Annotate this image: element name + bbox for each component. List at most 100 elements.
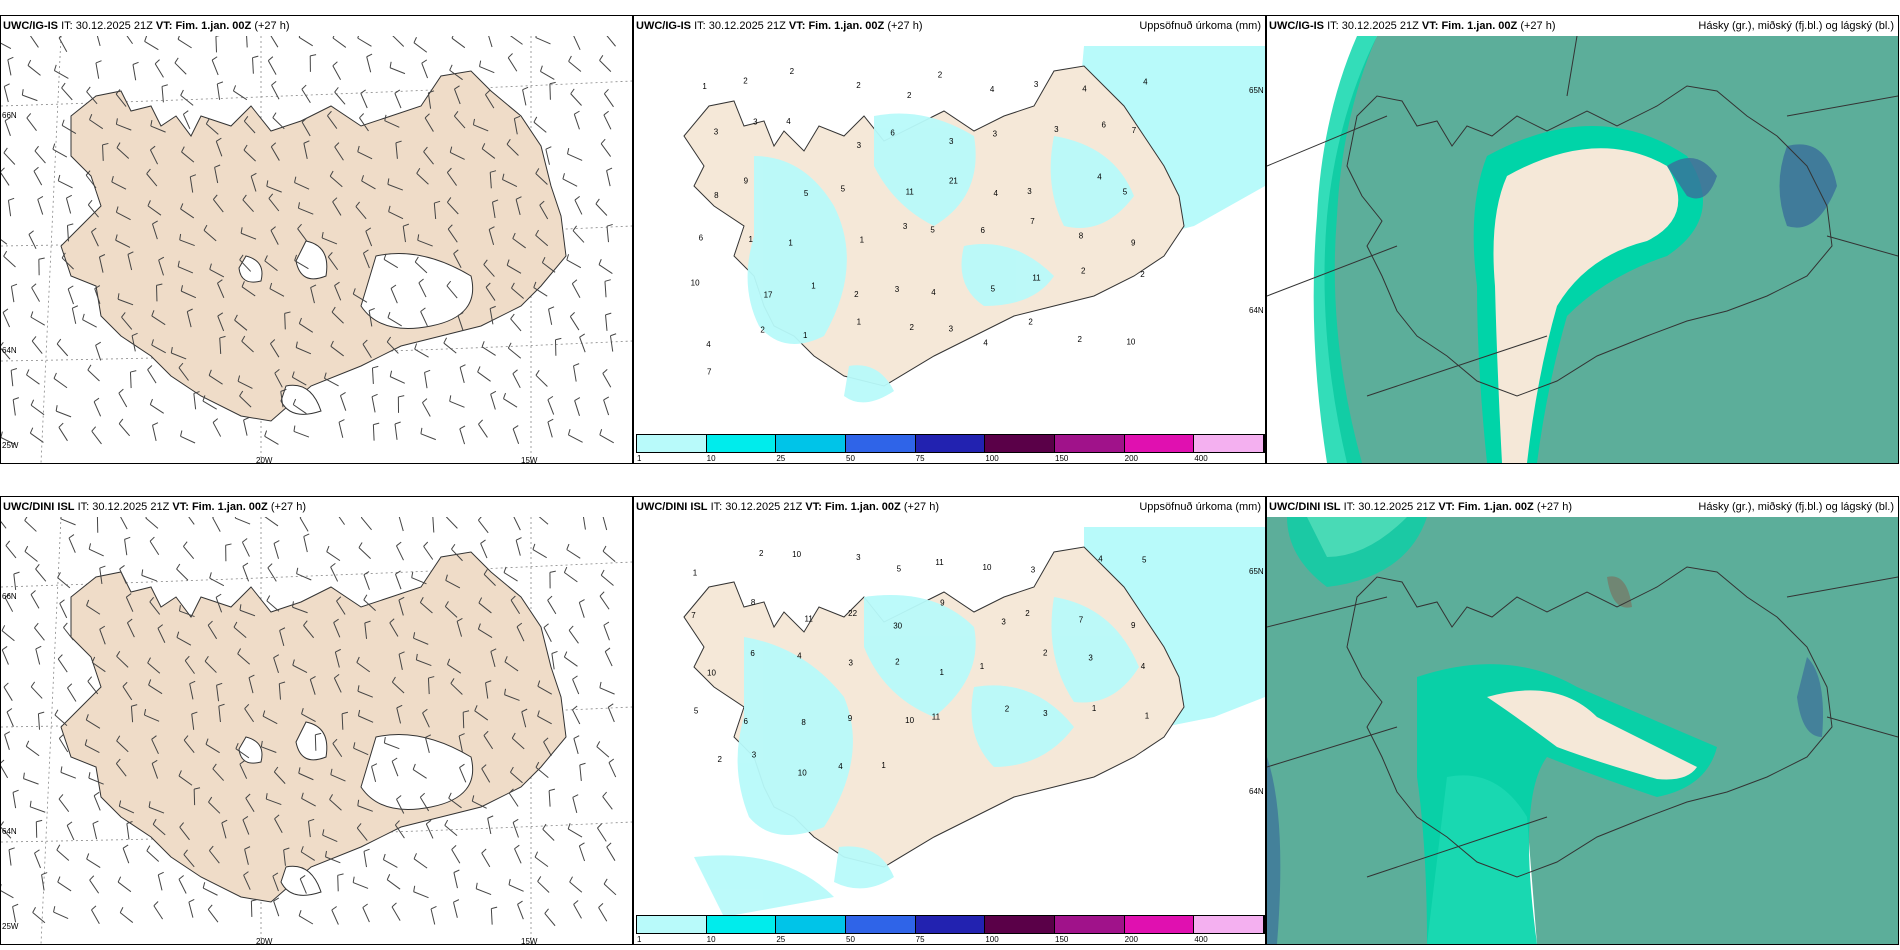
wind-barb (362, 253, 370, 269)
wind-barb-flag (154, 59, 160, 65)
wind-barb-flag (361, 175, 364, 182)
wind-barb (551, 653, 555, 670)
wind-barb (146, 850, 160, 862)
wind-barb (205, 123, 219, 135)
wind-barb-flag (149, 596, 155, 603)
wind-barb-flag (235, 742, 239, 749)
precip-amount: 2 (1043, 649, 1048, 658)
wind-barb-flag (122, 844, 129, 849)
wind-barb (478, 602, 492, 614)
wind-barb (35, 568, 47, 582)
wind-barb-flag (294, 176, 297, 183)
wind-barb (121, 316, 133, 330)
wind-barb-flag (58, 36, 62, 39)
wind-barb-flag (59, 599, 65, 604)
wind-barb (543, 741, 552, 757)
wind-barb-flag (398, 395, 405, 398)
wind-barb (87, 681, 99, 695)
wind-barb-flag (183, 849, 188, 855)
wind-barb (180, 435, 196, 444)
wind-barb (58, 738, 69, 753)
wind-barb (395, 142, 398, 159)
wind-barb (598, 264, 613, 274)
wind-barb (445, 606, 458, 618)
wind-barb-flag (178, 875, 184, 880)
wind-barb (481, 852, 491, 868)
wind-barb (237, 653, 251, 665)
wind-barb (278, 683, 281, 700)
wind-barb-flag (603, 878, 608, 885)
wind-barb-flag (67, 285, 74, 290)
wind-barb (510, 599, 521, 614)
wind-barb-flag (8, 847, 15, 851)
wind-barb (272, 117, 285, 130)
precip-amount: 2 (856, 81, 861, 90)
wind-barb-flag (145, 517, 147, 519)
wind-barb-flag (208, 796, 213, 803)
wind-barb (301, 798, 316, 807)
wind-barb-flag (453, 110, 459, 117)
precip-amount: 4 (1097, 172, 1102, 181)
wind-barb (371, 367, 374, 384)
wind-barb-flag (574, 110, 580, 115)
wind-barb (279, 630, 285, 647)
wind-barb-flag (146, 845, 151, 852)
wind-barb (122, 686, 133, 701)
wind-barb (273, 657, 279, 674)
wind-barb (273, 543, 280, 559)
wind-barb (388, 211, 404, 220)
wind-barb-flag (414, 256, 419, 263)
wind-barb (487, 818, 492, 835)
wind-barb-flag (4, 593, 11, 598)
wind-barb (270, 146, 280, 161)
wind-barb-flag (53, 906, 56, 913)
wind-barb (445, 517, 458, 529)
wind-barb (419, 797, 430, 812)
wind-barb-flag (522, 86, 529, 91)
wind-barb (264, 260, 278, 271)
wind-barb (115, 239, 131, 248)
wind-barb-flag (284, 311, 291, 314)
wind-barb-flag (512, 232, 516, 239)
wind-barb-flag (579, 762, 586, 766)
wind-barb-flag (177, 36, 180, 40)
wind-barb (34, 852, 41, 869)
wind-barb (578, 602, 585, 618)
wind-barb-flag (248, 674, 255, 679)
wind-barb (89, 879, 100, 894)
wind-barb (246, 36, 248, 48)
wind-barb-flag (483, 259, 488, 265)
wind-barb (86, 858, 101, 868)
wind-barb (147, 369, 157, 384)
wind-barb (94, 288, 101, 304)
wind-barb (456, 621, 463, 637)
wind-barb (515, 199, 521, 215)
wind-barb (338, 422, 344, 438)
wind-barb (421, 62, 429, 79)
wind-barb-flag (94, 285, 101, 290)
wind-barb (603, 399, 610, 416)
wind-barb-flag (93, 397, 100, 403)
wind-barb (1, 437, 16, 446)
wind-barb-flag (595, 198, 600, 205)
wind-barb (272, 875, 279, 892)
wind-barb (157, 874, 163, 891)
wind-barb (65, 197, 72, 214)
wind-barb (56, 343, 69, 357)
wind-barb-flag (99, 254, 106, 258)
wind-barb-flag (606, 842, 612, 848)
wind-barb (449, 400, 465, 408)
wind-barb (233, 626, 247, 639)
wind-barb (205, 743, 220, 754)
wind-barb-flag (572, 675, 578, 680)
wind-barb (390, 288, 398, 304)
precip-amount: 10 (707, 669, 716, 678)
precip-amount: 3 (949, 325, 954, 334)
wind-barb-flag (188, 898, 195, 903)
wind-barb (177, 38, 192, 49)
wind-barb (35, 648, 41, 665)
wind-barb (301, 88, 311, 104)
wind-barb-flag (88, 772, 91, 779)
wind-barb-flag (30, 311, 34, 318)
wind-barb-flag (209, 572, 212, 579)
